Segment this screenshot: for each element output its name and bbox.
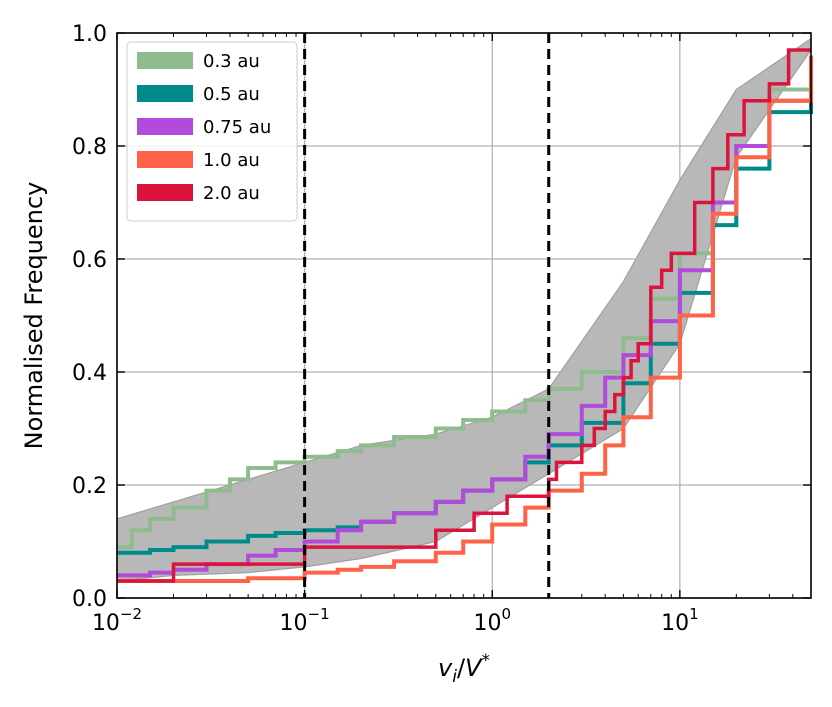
x-axis-label: vi/V* [438, 651, 490, 687]
legend: 0.3 au 0.5 au 0.75 au 1.0 au 2.0 au [126, 41, 298, 222]
legend-label-3: 1.0 au [203, 150, 260, 171]
x-tick-label-0: 10−2 [92, 605, 142, 636]
legend-swatch-2 [137, 118, 193, 135]
series-line-4 [117, 48, 811, 583]
x-tick-label-2: 100 [473, 605, 511, 636]
legend-label-1: 0.5 au [203, 84, 260, 105]
legend-swatch-3 [137, 151, 193, 168]
legend-label-2: 0.75 au [203, 117, 271, 138]
y-tick-label-3: 0.6 [72, 248, 107, 273]
y-tick-label-0: 0.0 [72, 587, 107, 612]
series-group [117, 48, 813, 583]
ticks: 10−2 10−1 100 101 0.0 0.2 0.4 0.6 0.8 1.0 [72, 22, 811, 636]
x-tick-label-3: 101 [661, 605, 699, 636]
legend-swatch-0 [137, 52, 193, 69]
legend-swatch-4 [137, 184, 193, 201]
legend-label-0: 0.3 au [203, 51, 260, 72]
legend-label-4: 2.0 au [203, 183, 260, 204]
y-tick-label-5: 1.0 [72, 22, 107, 47]
series-line-3 [117, 55, 813, 583]
plot-frame [116, 32, 812, 599]
y-tick-label-2: 0.4 [72, 361, 107, 386]
series-line-2 [117, 55, 813, 578]
y-tick-label-4: 0.8 [72, 135, 107, 160]
y-axis-label: Normalised Frequency [20, 182, 48, 450]
x-tick-label-1: 10−1 [280, 605, 330, 636]
reference-lines [303, 33, 551, 598]
y-tick-label-1: 0.2 [72, 474, 107, 499]
legend-swatch-1 [137, 85, 193, 102]
